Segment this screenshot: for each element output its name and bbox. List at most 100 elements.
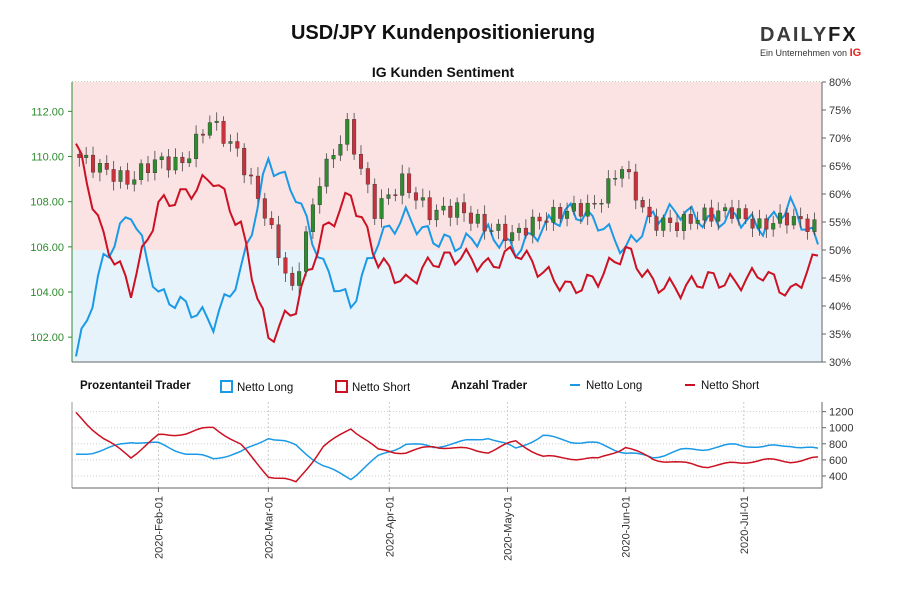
candle-body <box>736 208 741 219</box>
candle-body <box>743 208 748 220</box>
net-long-zone <box>72 250 822 362</box>
candle-body <box>434 209 439 221</box>
candle-body <box>352 119 357 155</box>
candle-body <box>276 224 281 258</box>
legend-count-long-swatch <box>570 384 580 386</box>
net-long-pct-line <box>75 155 819 357</box>
candle-body <box>304 231 309 272</box>
candle-body <box>647 206 652 217</box>
candle-body <box>592 202 597 205</box>
ig-logo: IG <box>849 47 862 59</box>
candle-body <box>661 217 666 231</box>
net-short-pct-line <box>75 143 819 344</box>
legend-count-long: Netto Long <box>570 380 642 392</box>
candle-body <box>407 173 412 193</box>
candle-body <box>537 216 542 222</box>
candle-body <box>778 212 783 224</box>
candle-body <box>283 257 288 274</box>
candle-body <box>544 220 549 223</box>
candle-body <box>489 230 494 232</box>
candle-body <box>152 159 157 174</box>
pct-tick-label: 35% <box>829 329 851 341</box>
candle-body <box>455 202 460 218</box>
legend-percent-short-label: Netto Short <box>352 382 411 394</box>
pct-tick-label: 40% <box>829 301 851 313</box>
candle-body <box>578 203 583 217</box>
candle-body <box>111 169 116 182</box>
candle-body <box>462 202 467 214</box>
candle-body <box>606 178 611 204</box>
candle-body <box>420 197 425 201</box>
date-tick-label: 2020-Mar-01 <box>263 496 275 559</box>
candle-body <box>523 227 528 236</box>
candle-body <box>97 163 102 173</box>
candle-body <box>475 213 480 224</box>
chart-subtitle: IG Kunden Sentiment <box>371 64 515 80</box>
candle-body <box>688 214 693 224</box>
date-tick-label: 2020-May-01 <box>502 496 514 561</box>
pct-tick-label: 30% <box>829 357 851 369</box>
candle-body <box>77 154 82 158</box>
candle-body <box>599 202 604 205</box>
candle-body <box>290 272 295 286</box>
candle-body <box>695 219 700 224</box>
date-tick-label: 2020-Jul-01 <box>739 496 751 554</box>
candle-body <box>585 202 590 217</box>
count-tick-label: 1200 <box>829 407 853 419</box>
candle-body <box>716 210 721 222</box>
candle-body <box>214 120 219 123</box>
chart-title: USD/JPY Kundenpositionierung <box>290 22 596 44</box>
legend-percent-long: Netto Long <box>220 380 293 394</box>
logo-brand-right: FX <box>828 24 858 46</box>
sentiment-lines <box>75 143 819 483</box>
candle-body <box>764 218 769 230</box>
legend-percent-heading: Prozentanteil Trader <box>80 380 191 392</box>
candle-body <box>84 154 89 158</box>
candle-body <box>640 199 645 208</box>
legend-count-short-label: Netto Short <box>701 380 760 392</box>
date-tick-label: 2020-Jun-01 <box>621 496 633 558</box>
pct-tick-label: 70% <box>829 133 851 145</box>
candle-body <box>798 216 803 220</box>
candle-body <box>482 213 487 232</box>
candle-body <box>159 156 164 160</box>
legend-count-short: Netto Short <box>685 380 759 392</box>
candle-body <box>125 170 130 185</box>
candle-body <box>702 207 707 221</box>
candle-body <box>571 203 576 212</box>
candle-body <box>358 154 363 169</box>
candle-body <box>338 144 343 156</box>
candle-body <box>386 194 391 199</box>
candle-body <box>194 133 199 159</box>
candle-body <box>207 122 212 136</box>
count-tick-label: 600 <box>829 455 847 467</box>
pct-tick-label: 80% <box>829 77 851 89</box>
candle-body <box>530 216 535 236</box>
candle-body <box>297 271 302 286</box>
price-tick-label: 112.00 <box>31 106 64 118</box>
dailyfx-logo: DAILYFX Ein Unternehmen von IG <box>760 24 870 59</box>
candle-body <box>235 141 240 149</box>
candle-body <box>413 192 418 201</box>
candle-body <box>668 217 673 223</box>
candle-body <box>365 168 370 185</box>
pct-tick-label: 50% <box>829 245 851 257</box>
legend-count-heading: Anzahl Trader <box>451 380 528 392</box>
net-short-zone <box>72 82 822 250</box>
sentiment-zones <box>72 82 822 362</box>
candle-body <box>654 216 659 231</box>
candle-body <box>427 197 432 221</box>
candle-body <box>626 169 631 173</box>
candle-body <box>187 158 192 164</box>
candle-body <box>242 147 247 176</box>
candle-body <box>173 156 178 171</box>
candle-body <box>146 163 151 174</box>
candle-body <box>517 227 522 233</box>
count-tick-label: 800 <box>829 439 847 451</box>
candle-body <box>565 211 570 219</box>
candle-body <box>448 205 453 218</box>
candle-body <box>400 173 405 196</box>
candle-body <box>613 178 618 180</box>
price-tick-label: 102.00 <box>30 332 64 344</box>
legend-percent-short: Netto Short <box>335 380 410 394</box>
